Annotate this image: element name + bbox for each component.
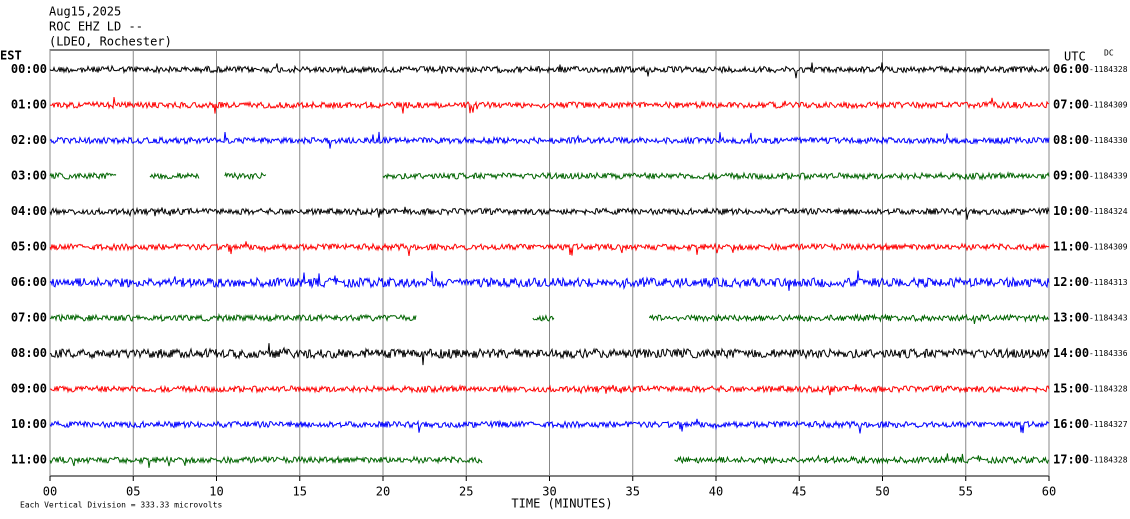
footer: Each Vertical Division = 333.33 microvol… xyxy=(20,501,222,510)
x-tick-label: 50 xyxy=(875,485,889,499)
right-axis-label: UTC xyxy=(1064,50,1086,64)
trace-segment xyxy=(49,97,1050,114)
trace-segment xyxy=(49,241,1050,256)
dc-value: -1184328 xyxy=(1089,456,1128,465)
trace-segment xyxy=(49,343,1050,366)
trace-segment xyxy=(49,455,483,468)
x-tick-label: 25 xyxy=(459,485,473,499)
x-tick-label: 20 xyxy=(376,485,390,499)
x-axis-label: TIME (MINUTES) xyxy=(511,497,612,511)
trace-segment xyxy=(49,418,1050,434)
utc-hour-label: 13:00 xyxy=(1053,311,1089,325)
x-tick-label: 15 xyxy=(293,485,307,499)
dc-value: -1184339 xyxy=(1089,172,1128,181)
x-tick-label: 30 xyxy=(542,485,556,499)
x-tick-label: 05 xyxy=(126,485,140,499)
dc-label: DC xyxy=(1104,49,1114,58)
x-tick-label: 40 xyxy=(709,485,723,499)
est-hour-label: 07:00 xyxy=(11,311,47,325)
dc-value: -1184343 xyxy=(1089,314,1128,323)
title-line: ROC EHZ LD -- xyxy=(49,20,143,34)
trace-segment xyxy=(382,171,1050,181)
utc-hour-label: 07:00 xyxy=(1053,98,1089,112)
est-hour-label: 11:00 xyxy=(11,453,47,467)
dc-value: -1184309 xyxy=(1089,101,1128,110)
title-line: Aug15,2025 xyxy=(49,5,121,19)
utc-hour-label: 14:00 xyxy=(1053,346,1089,360)
dc-value: -1184309 xyxy=(1089,243,1128,252)
est-hour-label: 04:00 xyxy=(11,204,47,218)
utc-hour-label: 15:00 xyxy=(1053,382,1089,396)
utc-hour-label: 08:00 xyxy=(1053,133,1089,147)
x-tick-label: 55 xyxy=(959,485,973,499)
utc-hour-label: 11:00 xyxy=(1053,240,1089,254)
dc-value: -1184313 xyxy=(1089,278,1128,287)
utc-hour-label: 17:00 xyxy=(1053,453,1089,467)
x-tick-label: 00 xyxy=(43,485,57,499)
title-line: (LDEO, Rochester) xyxy=(49,35,172,49)
trace-segment xyxy=(49,313,417,323)
utc-hour-label: 10:00 xyxy=(1053,204,1089,218)
utc-hour-label: 12:00 xyxy=(1053,275,1089,289)
dc-value: -1184328 xyxy=(1089,65,1128,74)
est-hour-label: 06:00 xyxy=(11,275,47,289)
dc-value: -1184324 xyxy=(1089,207,1128,216)
utc-hour-label: 06:00 xyxy=(1053,62,1089,76)
trace-segment xyxy=(49,171,117,180)
est-hour-label: 10:00 xyxy=(11,417,47,431)
est-hour-label: 05:00 xyxy=(11,240,47,254)
trace-segment xyxy=(224,171,267,181)
est-hour-label: 08:00 xyxy=(11,346,47,360)
dc-value: -1184328 xyxy=(1089,385,1128,394)
x-tick-label: 45 xyxy=(792,485,806,499)
trace-segment xyxy=(49,384,1050,396)
dc-value: -1184336 xyxy=(1089,349,1128,358)
left-axis-label: EST xyxy=(0,49,22,63)
trace-segment xyxy=(49,131,1050,149)
est-hour-label: 09:00 xyxy=(11,382,47,396)
trace-segment xyxy=(648,313,1049,325)
dc-value: -1184327 xyxy=(1089,420,1128,429)
est-hour-label: 03:00 xyxy=(11,169,47,183)
utc-hour-label: 09:00 xyxy=(1053,169,1089,183)
trace-segment xyxy=(49,270,1050,291)
trace-segment xyxy=(149,172,200,181)
x-tick-label: 35 xyxy=(626,485,640,499)
x-tick-label: 10 xyxy=(209,485,223,499)
est-hour-label: 00:00 xyxy=(11,62,47,76)
dc-value: -1184330 xyxy=(1089,136,1128,145)
x-tick-label: 60 xyxy=(1042,485,1056,499)
trace-segment xyxy=(674,453,1049,465)
trace-segment xyxy=(49,206,1050,220)
utc-hour-label: 16:00 xyxy=(1053,417,1089,431)
est-hour-label: 01:00 xyxy=(11,98,47,112)
trace-segment xyxy=(532,314,555,322)
est-hour-label: 02:00 xyxy=(11,133,47,147)
trace-segment xyxy=(49,62,1050,79)
